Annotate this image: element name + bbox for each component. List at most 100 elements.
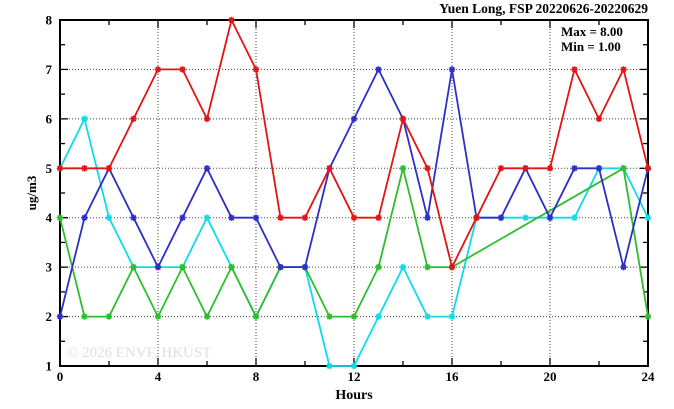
data-point-marker (203, 214, 211, 221)
data-point-marker (620, 263, 627, 271)
data-point-marker (130, 263, 137, 271)
data-point-marker (228, 214, 235, 221)
data-point-marker (620, 66, 627, 73)
data-point-marker (375, 313, 382, 320)
axis-ticks (59, 19, 649, 367)
data-point-marker (424, 263, 431, 271)
x-tick-label: 4 (155, 369, 162, 384)
blue-line-path (59, 67, 649, 317)
data-point-marker (105, 313, 113, 320)
data-point-marker (571, 214, 578, 221)
data-point-marker (424, 165, 431, 172)
y-tick-label: 5 (46, 161, 53, 176)
data-point-marker (81, 313, 88, 320)
data-point-marker (228, 263, 235, 271)
data-point-marker (105, 214, 113, 221)
data-point-marker (56, 214, 64, 221)
data-point-marker (546, 214, 554, 221)
x-tick-label: 12 (348, 369, 361, 384)
data-point-marker (448, 263, 456, 271)
y-tick-label: 3 (46, 260, 53, 275)
data-point-marker (350, 214, 358, 221)
data-point-marker (277, 214, 284, 221)
data-point-marker (154, 263, 162, 271)
data-point-marker (81, 165, 88, 172)
data-point-marker (399, 115, 407, 123)
x-tick-label: 8 (253, 369, 260, 384)
data-point-marker (399, 165, 407, 172)
data-point-marker (326, 313, 333, 320)
x-tick-label: 20 (544, 369, 557, 384)
x-tick-label: 16 (446, 369, 460, 384)
data-point-marker (130, 214, 137, 221)
y-tick-label: 7 (46, 62, 53, 77)
data-point-marker (546, 165, 554, 172)
data-point-marker (375, 214, 382, 221)
y-tick-label: 1 (46, 359, 53, 374)
y-tick-label: 4 (46, 210, 53, 225)
data-point-marker (179, 214, 186, 221)
data-point-marker (448, 66, 456, 73)
watermark-text: © 2026 ENVF, HKUST (67, 345, 211, 361)
data-point-marker (350, 313, 358, 320)
min-annotation: Min = 1.00 (561, 39, 621, 54)
x-axis-title: Hours (335, 388, 373, 403)
data-point-marker (644, 313, 652, 320)
data-point-marker (301, 214, 309, 221)
data-point-marker (252, 66, 260, 73)
y-tick-label: 8 (46, 13, 53, 28)
max-annotation: Max = 8.00 (561, 24, 623, 39)
data-point-marker (497, 165, 505, 172)
data-point-marker (620, 165, 627, 172)
x-tick-label: 24 (642, 369, 656, 384)
data-point-marker (203, 313, 211, 320)
data-point-marker (179, 66, 186, 73)
data-point-marker (179, 263, 186, 271)
data-point-marker (81, 115, 88, 123)
x-tick-label: 0 (57, 369, 64, 384)
data-point-marker (301, 263, 309, 271)
data-point-marker (326, 362, 333, 370)
data-point-marker (56, 165, 64, 172)
y-tick-label: 2 (46, 309, 53, 324)
data-point-marker (644, 214, 652, 221)
data-point-marker (448, 313, 456, 320)
data-point-marker (252, 313, 260, 320)
chart-title: Yuen Long, FSP 20220626-20220629 (439, 1, 648, 16)
data-point-marker (522, 165, 529, 172)
data-point-marker (595, 115, 603, 123)
data-point-marker (375, 66, 382, 73)
data-point-marker (154, 313, 162, 320)
data-point-marker (375, 263, 382, 271)
data-point-marker (154, 66, 162, 73)
data-point-marker (473, 214, 480, 221)
data-point-marker (350, 115, 358, 123)
data-point-marker (399, 263, 407, 271)
data-point-marker (571, 165, 578, 172)
data-point-marker (81, 214, 88, 221)
data-point-marker (424, 214, 431, 221)
data-point-marker (228, 16, 235, 24)
data-point-marker (56, 313, 64, 320)
red-line-markers (56, 16, 652, 271)
data-point-marker (522, 214, 529, 221)
data-point-marker (350, 362, 358, 370)
data-point-marker (252, 214, 260, 221)
data-point-marker (203, 165, 211, 172)
data-point-marker (595, 165, 603, 172)
data-point-marker (326, 165, 333, 172)
y-axis-title: ug/m3 (24, 175, 39, 210)
data-point-marker (130, 115, 137, 123)
data-point-marker (571, 66, 578, 73)
data-point-marker (424, 313, 431, 320)
y-tick-label: 6 (46, 111, 53, 126)
data-point-marker (277, 263, 284, 271)
data-point-marker (105, 165, 113, 172)
data-point-marker (644, 165, 652, 172)
red-line (56, 16, 652, 271)
data-point-marker (497, 214, 505, 221)
data-point-marker (203, 115, 211, 123)
